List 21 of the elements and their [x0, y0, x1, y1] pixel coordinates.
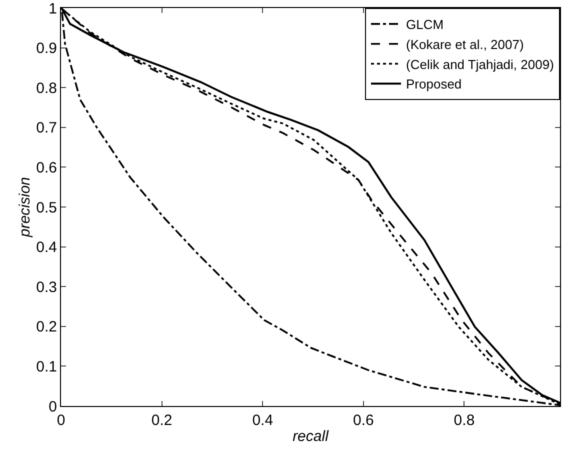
y-tick-label: 0.6 [36, 159, 57, 176]
x-tick-label: 0.4 [252, 412, 274, 429]
x-tick-label: 0.2 [151, 412, 172, 429]
legend-label: GLCM [406, 17, 444, 32]
legend-label: Proposed [406, 76, 462, 92]
x-tick-label: 0.6 [352, 412, 374, 429]
y-tick-label: 0.3 [36, 278, 57, 296]
y-tick-label: 0 [48, 398, 57, 416]
y-tick-label: 0.8 [36, 80, 57, 97]
y-tick-label: 0.7 [36, 120, 57, 137]
y-axis-title: precision [16, 176, 34, 238]
x-axis-title: recall [292, 428, 330, 445]
legend-label: (Kokare et al., 2007) [406, 36, 524, 52]
y-tick-label: 0.4 [36, 239, 57, 256]
y-tick-label: 0.5 [36, 199, 57, 216]
y-tick-label: 0.2 [36, 318, 57, 336]
x-tick-label: 0.8 [454, 412, 475, 429]
y-tick-label: 0.1 [36, 358, 57, 376]
y-tick-label: 0.9 [36, 40, 57, 58]
legend-label: (Celik and Tjahjadi, 2009) [406, 56, 554, 72]
y-tick-label: 1 [48, 0, 57, 18]
